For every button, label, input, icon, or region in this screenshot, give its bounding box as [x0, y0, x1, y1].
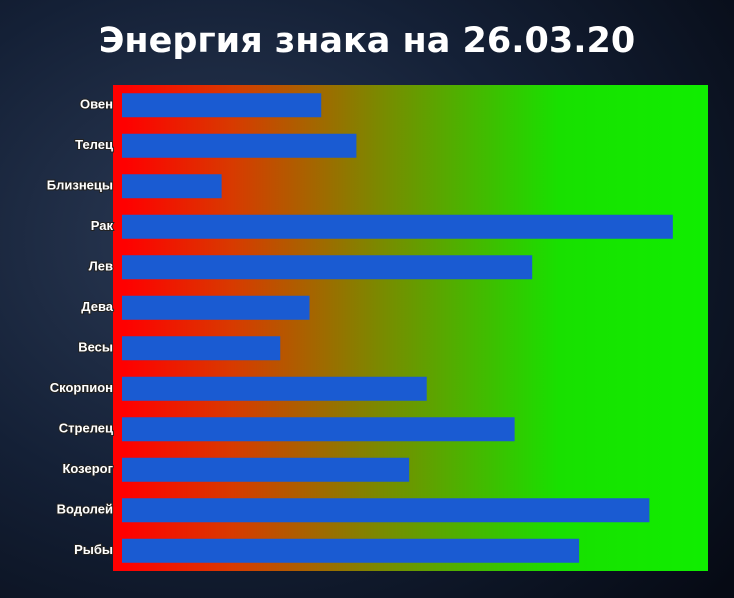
chart-title: Энергия знака на 26.03.20 — [99, 21, 636, 61]
plot-area — [113, 85, 708, 571]
bar — [122, 417, 515, 442]
y-tick-label: Скорпион — [50, 380, 113, 395]
y-tick-label: Весы — [78, 340, 113, 355]
bar — [122, 498, 650, 523]
y-tick-label: Водолей — [57, 502, 113, 517]
bar — [122, 93, 322, 118]
y-tick-label: Лев — [89, 259, 113, 274]
bar — [122, 174, 222, 199]
bar — [122, 336, 281, 361]
bar — [122, 255, 533, 280]
y-tick-label: Телец — [75, 137, 113, 152]
bar — [122, 457, 410, 482]
y-tick-label: Стрелец — [59, 421, 113, 436]
y-tick-label: Овен — [80, 97, 113, 112]
bar — [122, 376, 427, 401]
bar — [122, 214, 673, 239]
y-tick-label: Рак — [91, 218, 114, 233]
bar — [122, 538, 580, 563]
y-tick-label: Дева — [81, 299, 113, 314]
bar — [122, 133, 357, 158]
y-tick-label: Близнецы — [47, 178, 113, 193]
y-tick-label: Рыбы — [74, 542, 113, 557]
y-tick-label: Козерог — [62, 461, 113, 476]
bar — [122, 295, 310, 320]
